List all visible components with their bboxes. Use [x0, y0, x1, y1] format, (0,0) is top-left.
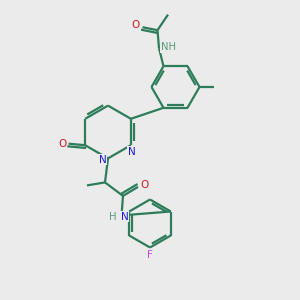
Text: N: N — [121, 212, 128, 222]
Text: NH: NH — [160, 42, 175, 52]
Text: H: H — [109, 212, 116, 222]
Text: N: N — [128, 147, 136, 157]
Text: O: O — [58, 139, 66, 149]
Text: F: F — [147, 250, 153, 260]
Text: N: N — [99, 155, 106, 165]
Text: O: O — [140, 180, 149, 190]
Text: O: O — [132, 20, 140, 30]
